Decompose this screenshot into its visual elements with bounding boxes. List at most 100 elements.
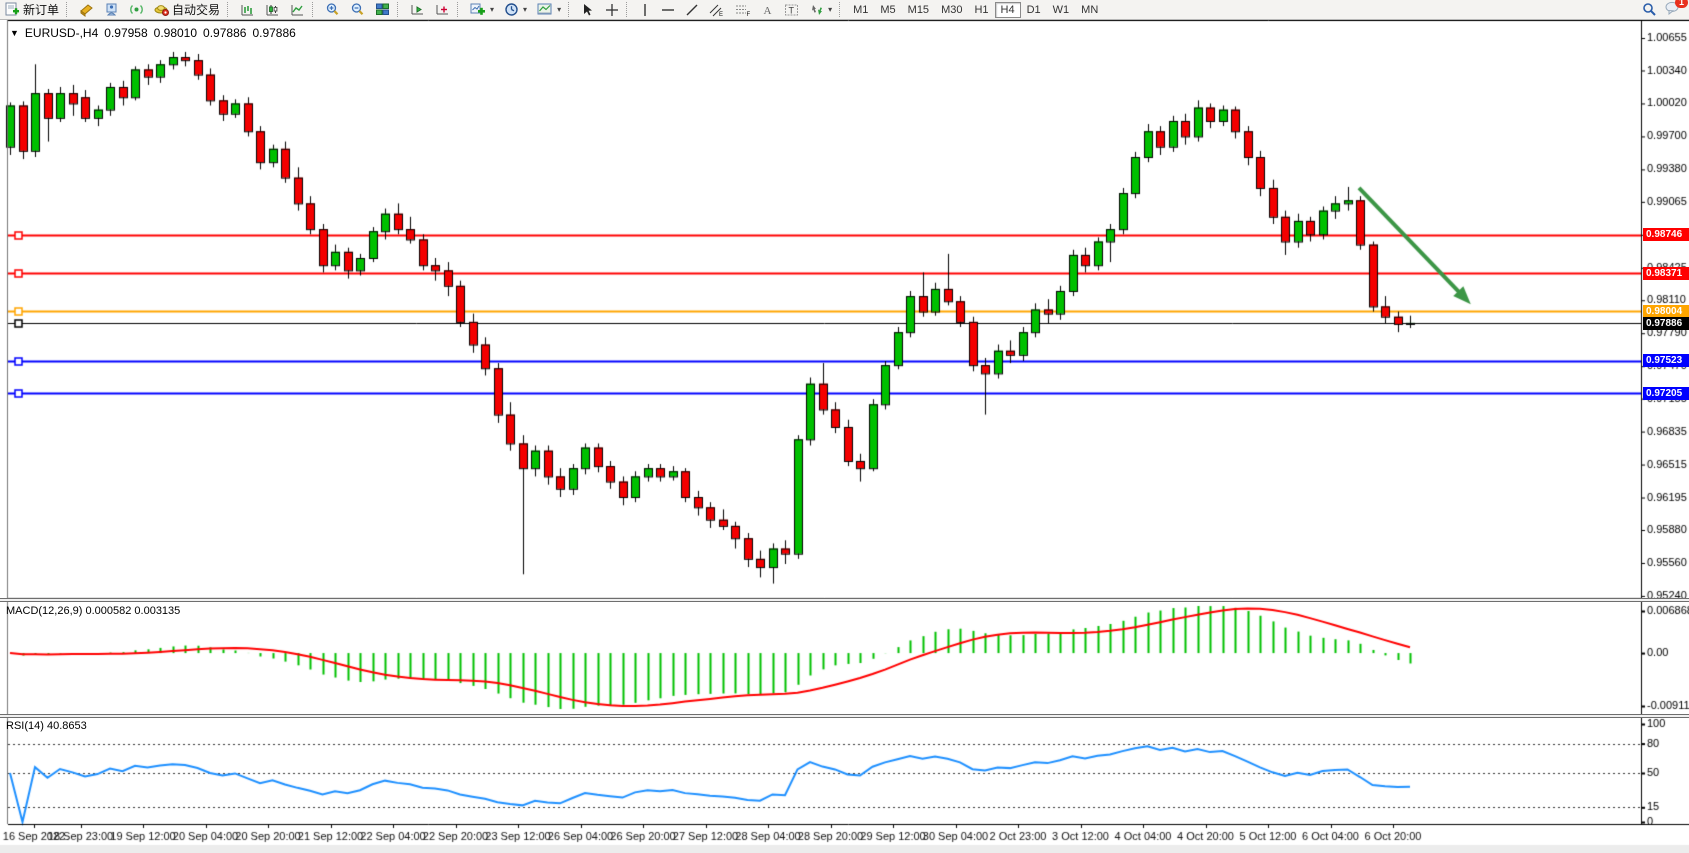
- candlestick-chart-button[interactable]: [260, 1, 285, 18]
- zoom-out-button[interactable]: [345, 1, 370, 18]
- indicator-add-button[interactable]: [430, 1, 455, 18]
- cursor-icon: [584, 3, 593, 15]
- chart-header: ▼ EURUSD-,H4 0.97958 0.98010 0.97886 0.9…: [10, 26, 296, 40]
- arrow-objects-button[interactable]: ▾: [804, 1, 837, 18]
- chevron-down-icon: ▾: [490, 5, 495, 14]
- period-button[interactable]: ▾: [499, 1, 532, 18]
- pane-splitter[interactable]: [0, 598, 1689, 602]
- line-chart-icon: [291, 5, 304, 16]
- template-button[interactable]: ▾: [532, 1, 566, 18]
- text-icon: A: [764, 5, 772, 17]
- arrow-objects-icon: [812, 4, 823, 15]
- price-line-label: 0.97523: [1643, 354, 1689, 368]
- zoom-in-button[interactable]: [320, 1, 345, 18]
- tab-timeframe-M15[interactable]: M15: [902, 2, 935, 18]
- text-label-button[interactable]: T: [779, 1, 804, 18]
- price-line-label: 0.97886: [1643, 316, 1689, 330]
- indicator-window-button[interactable]: [405, 1, 430, 18]
- ohlc-open: 0.97958: [104, 26, 148, 40]
- search-icon[interactable]: [1642, 2, 1657, 17]
- rsi-indicator-label: RSI(14) 40.8653: [6, 720, 87, 732]
- bar-chart-icon: [241, 5, 254, 16]
- ohlc-low: 0.97886: [203, 26, 247, 40]
- tab-timeframe-M30[interactable]: M30: [935, 2, 968, 18]
- equidistant-channel-icon: E: [709, 4, 723, 17]
- clock-icon: [505, 3, 518, 16]
- ohlc-close: 0.97886: [252, 26, 296, 40]
- crosshair-icon: [606, 3, 619, 16]
- toolbar-separator: [227, 2, 233, 17]
- trendline-button[interactable]: [680, 1, 704, 18]
- signals-button[interactable]: [124, 1, 149, 18]
- chart-menu-icon[interactable]: ▼: [10, 28, 19, 38]
- tab-timeframe-D1[interactable]: D1: [1021, 2, 1047, 18]
- cursor-button[interactable]: [576, 1, 600, 18]
- market-watch-icon: [80, 4, 93, 17]
- zoom-out-icon: [351, 3, 364, 16]
- tab-timeframe-M1[interactable]: M1: [847, 2, 874, 18]
- new-chart-button[interactable]: ▾: [465, 1, 499, 18]
- vertical-line-button[interactable]: [634, 1, 656, 18]
- autotrading-button[interactable]: 自动交易: [149, 1, 225, 18]
- toolbar-separator: [397, 2, 403, 17]
- template-icon: [537, 3, 552, 15]
- svg-text:F: F: [747, 12, 751, 17]
- tab-timeframe-M5[interactable]: M5: [874, 2, 901, 18]
- indicator-add-icon: [436, 5, 449, 15]
- equidistant-channel-button[interactable]: E: [704, 1, 730, 18]
- new-order-label: 新订单: [23, 3, 60, 17]
- svg-text:T: T: [789, 5, 795, 15]
- price-line-label: 0.97205: [1643, 386, 1689, 400]
- horizontal-line-icon: [662, 8, 675, 11]
- svg-text:E: E: [719, 12, 723, 17]
- new-order-button[interactable]: 新订单: [0, 1, 64, 18]
- line-chart-button[interactable]: [285, 1, 310, 18]
- text-button[interactable]: A: [756, 1, 779, 18]
- fibonacci-button[interactable]: F: [730, 1, 756, 18]
- svg-text:A: A: [764, 5, 772, 17]
- chart-symbol: EURUSD-,H4: [24, 26, 99, 40]
- tile-windows-icon: [376, 3, 390, 15]
- pane-splitter[interactable]: [0, 714, 1689, 718]
- vertical-line-icon: [644, 3, 646, 16]
- navigator-button[interactable]: [99, 1, 124, 18]
- indicator-window-icon: [411, 5, 424, 15]
- macd-indicator-label: MACD(12,26,9) 0.000582 0.003135: [6, 605, 181, 617]
- trendline-icon: [686, 4, 698, 15]
- toolbar-separator: [312, 2, 318, 17]
- market-watch-button[interactable]: [74, 1, 99, 18]
- tab-timeframe-H4[interactable]: H4: [994, 1, 1021, 18]
- price-line-label: 0.98004: [1643, 304, 1689, 318]
- zoom-in-icon: [326, 3, 339, 16]
- bar-chart-button[interactable]: [235, 1, 260, 18]
- chart-window: ▼ EURUSD-,H4 0.97958 0.98010 0.97886 0.9…: [0, 20, 1689, 853]
- notification-badge: 1: [1674, 0, 1688, 8]
- chat-button[interactable]: 1: [1665, 0, 1688, 18]
- price-line-label: 0.98371: [1643, 266, 1689, 280]
- fibonacci-icon: F: [736, 5, 751, 17]
- chart-canvas[interactable]: [0, 20, 1689, 853]
- chevron-down-icon: ▾: [557, 5, 562, 14]
- chevron-down-icon: ▾: [828, 5, 833, 14]
- crosshair-button[interactable]: [600, 1, 624, 18]
- tab-timeframe-H1[interactable]: H1: [968, 2, 994, 18]
- toolbar-separator: [66, 2, 72, 17]
- chevron-down-icon: ▾: [523, 5, 528, 14]
- autotrading-label: 自动交易: [172, 3, 221, 17]
- toolbar-separator: [626, 2, 632, 17]
- signals-icon: [130, 4, 143, 15]
- tab-timeframe-W1[interactable]: W1: [1047, 2, 1076, 18]
- tile-windows-button[interactable]: [370, 1, 395, 18]
- horizontal-line-button[interactable]: [656, 1, 680, 18]
- candlestick-chart-icon: [266, 5, 279, 16]
- text-label-icon: T: [785, 4, 799, 15]
- tab-timeframe-MN[interactable]: MN: [1075, 2, 1104, 18]
- navigator-icon: [106, 3, 117, 16]
- new-order-icon: [5, 2, 19, 16]
- toolbar: 新订单 自动交易: [0, 0, 1689, 20]
- autotrading-icon: [154, 5, 170, 16]
- ohlc-high: 0.98010: [153, 26, 198, 40]
- new-chart-icon: [470, 3, 486, 15]
- toolbar-separator: [457, 2, 463, 17]
